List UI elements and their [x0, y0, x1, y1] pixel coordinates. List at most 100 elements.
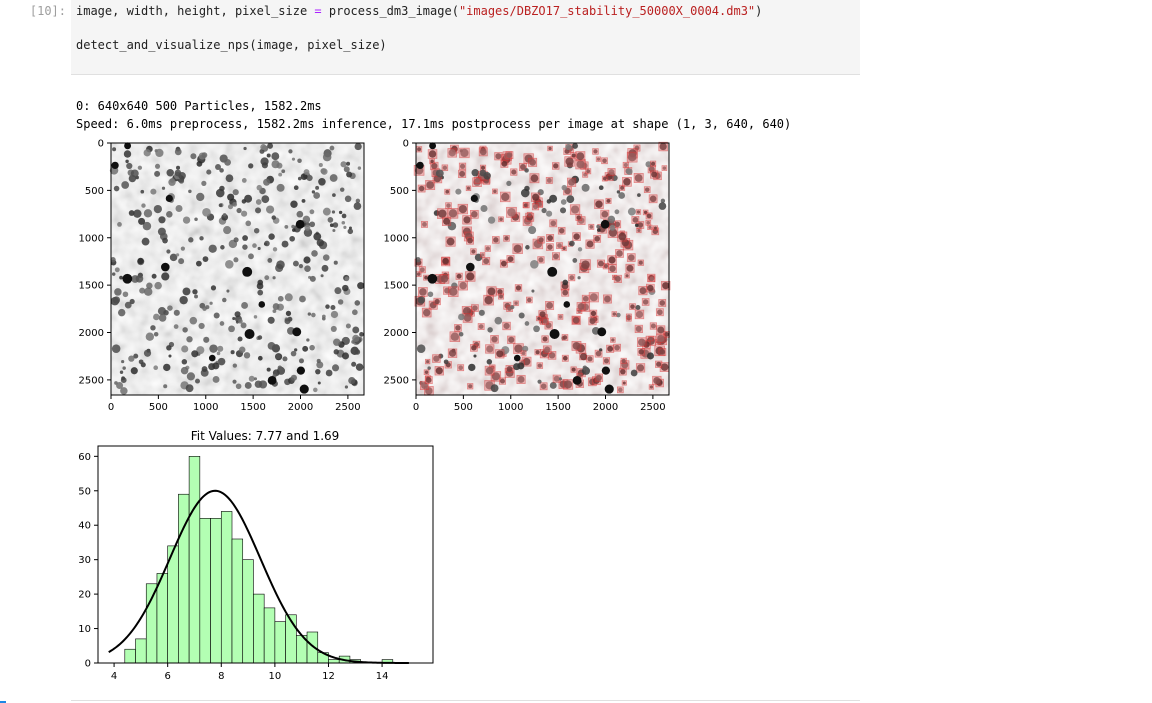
detection-box — [433, 297, 441, 306]
detection-box — [658, 141, 668, 152]
detection-box — [624, 273, 630, 279]
particle — [422, 308, 431, 317]
particle — [137, 165, 143, 170]
detection-box — [546, 243, 554, 251]
particle — [153, 313, 160, 321]
particle — [553, 375, 560, 382]
detection-box — [595, 156, 602, 162]
particle — [178, 178, 185, 184]
particle — [257, 335, 263, 340]
detection-box — [575, 214, 583, 221]
particle — [230, 350, 235, 355]
particle — [129, 298, 135, 305]
detection-box — [593, 234, 602, 243]
detection-box — [551, 252, 560, 261]
particle — [497, 289, 503, 295]
particle — [135, 274, 144, 283]
particle — [471, 169, 479, 177]
detection-box — [613, 274, 622, 283]
particle — [180, 246, 185, 251]
particle — [560, 199, 567, 205]
particle — [607, 345, 614, 352]
particle — [478, 324, 484, 329]
particle — [650, 323, 656, 329]
detection-box — [495, 349, 505, 359]
detection-box — [552, 162, 560, 170]
particle — [473, 354, 477, 358]
detection-box — [561, 245, 567, 252]
histogram-bar — [135, 638, 147, 664]
particle — [119, 275, 123, 280]
dark-particle — [124, 142, 132, 150]
right-x-tick-label: 0 — [413, 402, 419, 413]
particle — [478, 309, 485, 316]
detection-box — [492, 236, 500, 244]
particle — [203, 336, 210, 343]
particle — [493, 237, 499, 243]
detection-box — [470, 248, 477, 255]
particle — [620, 368, 626, 375]
detection-box — [447, 148, 457, 158]
particle — [281, 169, 286, 174]
code-cell-input[interactable]: image, width, height, pixel_size = proce… — [71, 0, 860, 75]
particle — [303, 228, 313, 237]
histogram-y-tick-label: 10 — [78, 624, 91, 635]
detection-box — [608, 264, 617, 273]
particle — [627, 152, 637, 162]
detection-box — [588, 223, 595, 230]
histogram-bar — [274, 621, 286, 664]
particle — [179, 295, 188, 305]
particle — [341, 220, 346, 225]
particle — [623, 163, 628, 168]
particle — [608, 228, 618, 237]
particle — [653, 226, 657, 230]
left-x-tick-label: 1000 — [193, 402, 218, 413]
particle — [634, 145, 640, 151]
particle — [266, 367, 271, 372]
particle — [637, 228, 641, 233]
code-line-1[interactable]: image, width, height, pixel_size = proce… — [76, 4, 762, 18]
particle — [157, 307, 167, 316]
particle — [236, 207, 242, 214]
detection-box — [594, 373, 604, 382]
particle — [611, 338, 615, 342]
particle — [175, 205, 183, 213]
detection-box — [470, 344, 478, 352]
code-assign-targets: image, width, height, pixel_size — [76, 4, 315, 18]
detection-box — [633, 144, 641, 152]
particle — [481, 253, 485, 257]
particle — [168, 354, 172, 358]
dark-particle — [547, 266, 558, 277]
detection-box — [429, 158, 435, 165]
particle — [571, 153, 576, 158]
detection-box — [423, 369, 430, 376]
particle — [217, 345, 224, 352]
particle — [235, 383, 242, 390]
detection-box — [635, 209, 642, 215]
particle — [329, 174, 338, 182]
dark-particle — [600, 219, 610, 229]
detection-box — [596, 259, 605, 268]
particle — [196, 160, 203, 167]
particle — [632, 217, 639, 223]
particle — [595, 200, 603, 208]
particle — [450, 332, 460, 341]
particle — [255, 199, 262, 205]
particle — [532, 204, 539, 210]
particle — [557, 243, 562, 248]
particle — [241, 199, 247, 204]
particle — [546, 178, 552, 183]
particle — [208, 363, 216, 371]
particle — [458, 313, 465, 321]
particle — [635, 325, 642, 332]
particle — [616, 190, 621, 194]
particle — [568, 178, 576, 186]
code-line-2[interactable]: detect_and_visualize_nps(image, pixel_si… — [76, 38, 387, 52]
left-x-tick-label: 2500 — [335, 402, 360, 413]
detection-box — [441, 256, 450, 266]
particle — [143, 149, 151, 157]
particle — [545, 322, 552, 329]
particle — [333, 260, 338, 265]
particle — [433, 210, 440, 216]
particle — [577, 309, 582, 313]
